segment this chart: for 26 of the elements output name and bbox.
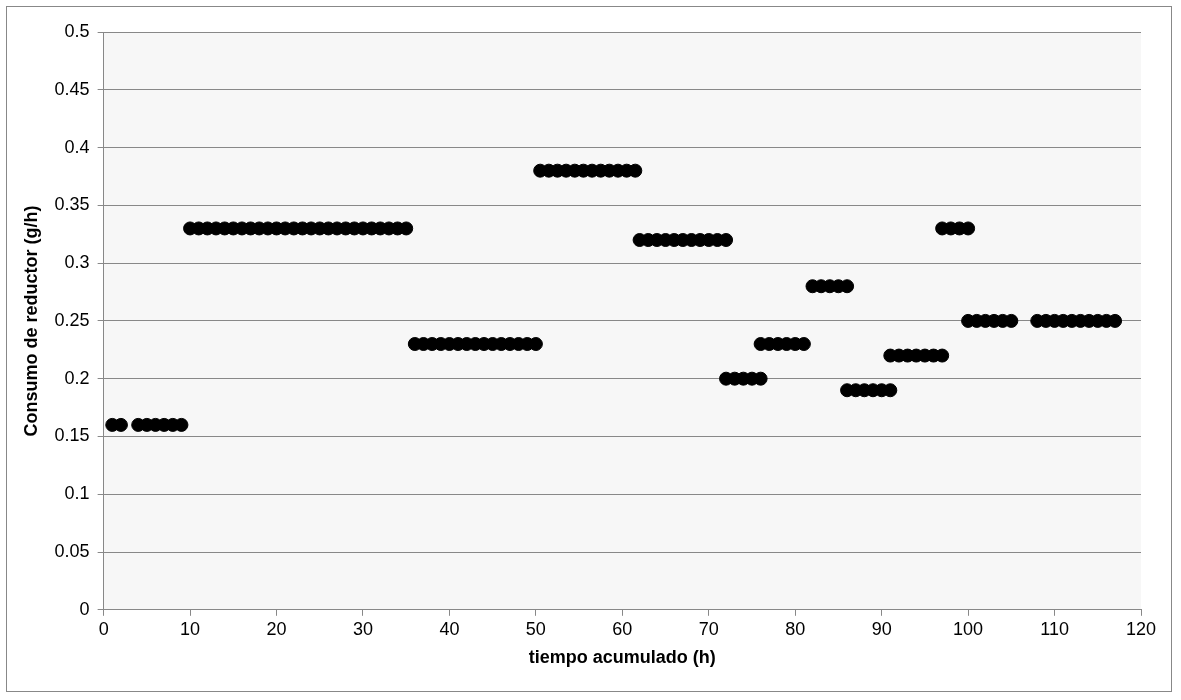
x-tick-label: 60 — [612, 618, 633, 639]
x-tick-label: 10 — [180, 618, 201, 639]
x-tick-label: 70 — [698, 618, 719, 639]
x-tick-label: 120 — [1125, 618, 1157, 639]
x-axis-title: tiempo acumulado (h) — [528, 647, 716, 668]
y-tick-label: 0.05 — [54, 540, 90, 561]
x-tick-label: 100 — [953, 618, 984, 639]
x-tick-label: 40 — [439, 618, 460, 639]
y-tick-label: 0 — [79, 598, 90, 619]
y-tick-label: 0.5 — [64, 20, 90, 41]
x-tick-label: 30 — [352, 618, 373, 639]
y-tick-label: 0.3 — [64, 252, 90, 273]
x-tick-label: 0 — [98, 618, 109, 639]
y-tick-label: 0.45 — [54, 78, 90, 99]
x-tick-label: 80 — [785, 618, 806, 639]
x-tick-label: 20 — [266, 618, 287, 639]
y-tick-label: 0.25 — [54, 309, 90, 330]
x-tick-label: 110 — [1040, 618, 1069, 639]
y-axis-title: Consumo de reductor (g/h) — [20, 205, 41, 437]
y-tick-label: 0.4 — [64, 136, 90, 157]
y-tick-label: 0.1 — [64, 483, 90, 504]
x-tick-label: 50 — [525, 618, 546, 639]
y-tick-label: 0.15 — [54, 425, 90, 446]
x-tick-label: 90 — [871, 618, 892, 639]
y-tick-label: 0.35 — [54, 194, 90, 215]
y-tick-label: 0.2 — [64, 367, 90, 388]
